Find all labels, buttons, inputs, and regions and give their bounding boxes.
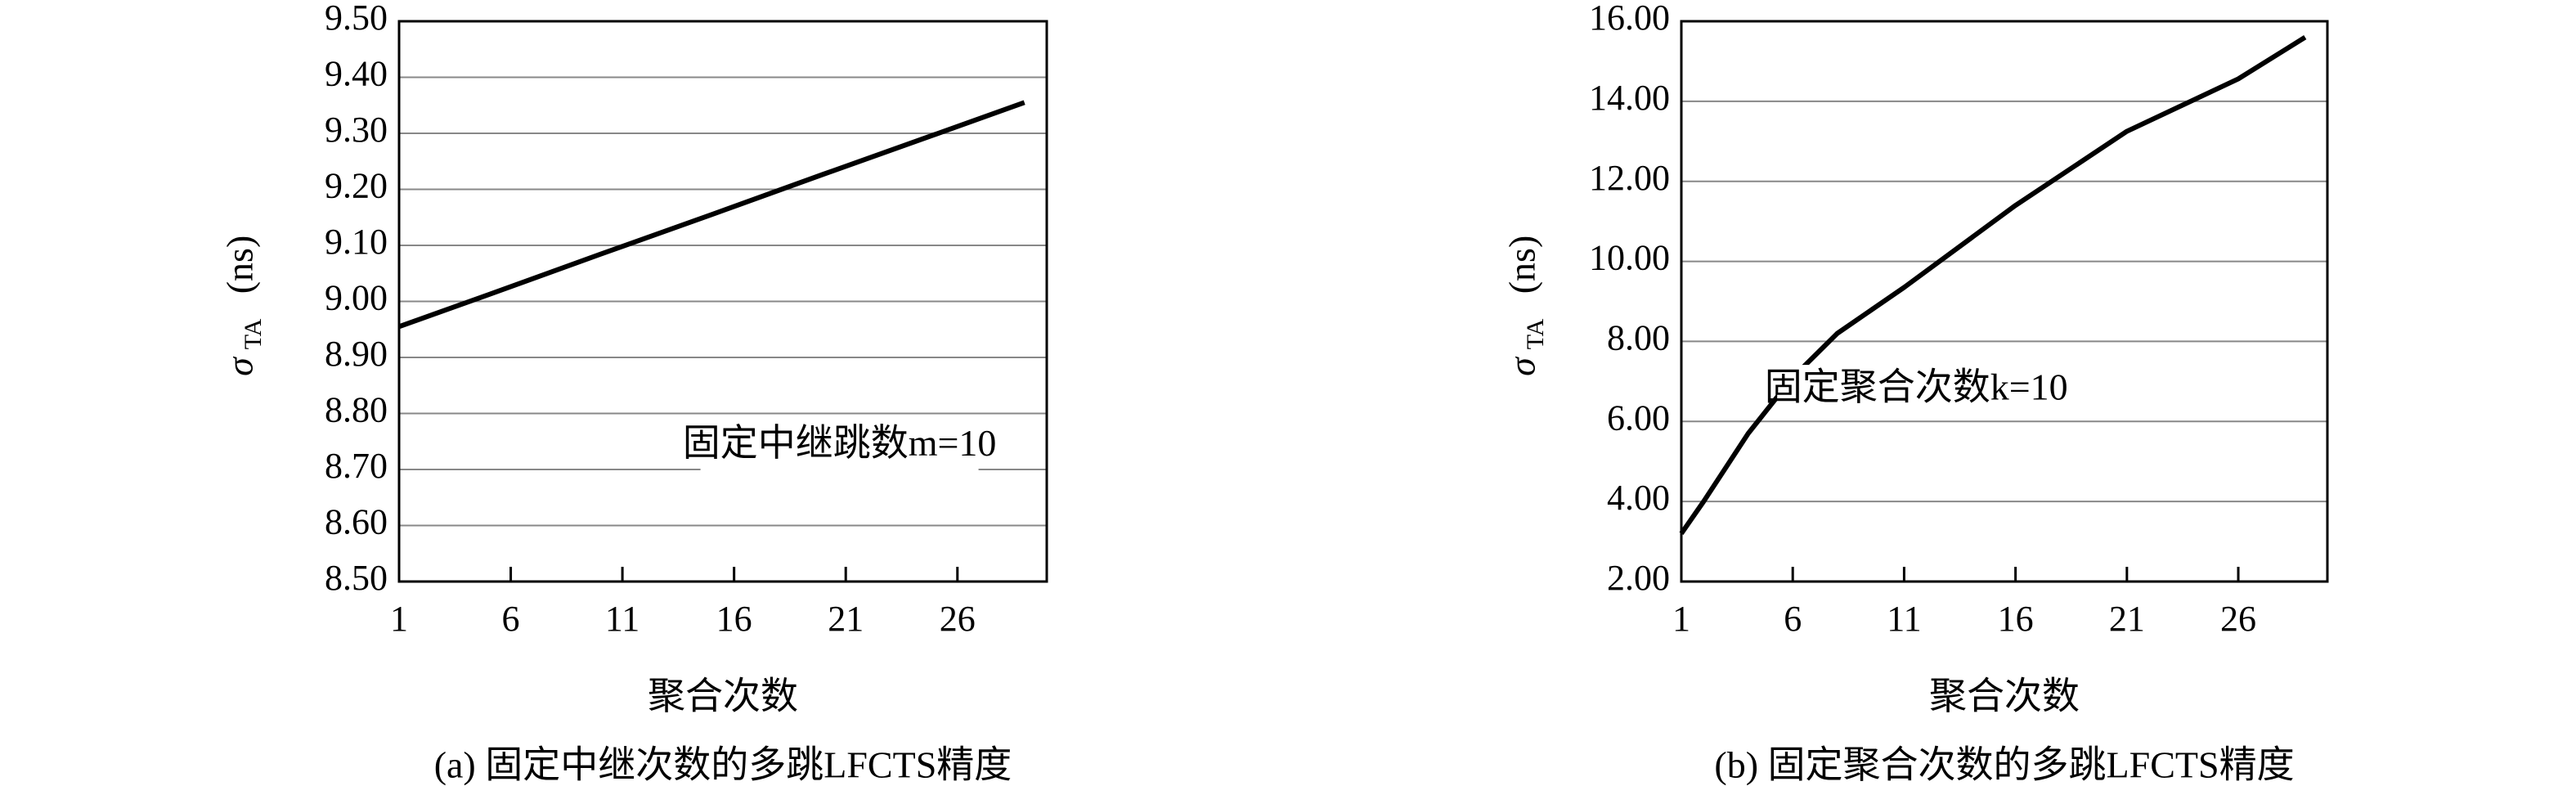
y-tick-label: 8.50 — [325, 558, 388, 598]
y-tick-label: 9.00 — [325, 278, 388, 318]
y-tick-label: 10.00 — [1589, 238, 1670, 278]
caption: (a) 固定中继次数的多跳LFCTS精度 — [434, 744, 1012, 786]
y-tick-label: 9.40 — [325, 54, 388, 94]
annotation: 固定中继跳数m=10 — [683, 422, 997, 464]
y-axis-label: σ TA (ns) — [219, 236, 267, 376]
y-tick-label: 4.00 — [1607, 478, 1670, 518]
y-tick-label: 8.90 — [325, 334, 388, 374]
y-tick-label: 14.00 — [1589, 78, 1670, 118]
x-tick-label: 11 — [605, 599, 640, 639]
y-label-unit: (ns) — [1501, 236, 1543, 294]
y-tick-label: 8.60 — [325, 502, 388, 542]
x-axis-label: 聚合次数 — [1929, 676, 2080, 717]
x-tick-label: 21 — [828, 599, 864, 639]
x-tick-label: 6 — [502, 599, 520, 639]
x-tick-label: 1 — [390, 599, 408, 639]
x-tick-label: 16 — [716, 599, 752, 639]
y-tick-label: 12.00 — [1589, 158, 1670, 198]
y-label-unit: (ns) — [219, 236, 261, 294]
annotation: 固定聚合次数k=10 — [1765, 366, 2068, 408]
y-axis-label: σ TA (ns) — [1501, 236, 1549, 376]
x-tick-label: 6 — [1784, 599, 1802, 639]
x-tick-label: 1 — [1672, 599, 1690, 639]
y-tick-label: 8.70 — [325, 446, 388, 486]
x-axis-label: 聚合次数 — [648, 676, 798, 717]
data-line — [397, 100, 1025, 330]
y-label-subscript: TA — [240, 318, 267, 349]
y-tick-label: 8.00 — [1607, 318, 1670, 358]
y-tick-label: 6.00 — [1607, 398, 1670, 438]
x-tick-label: 16 — [1998, 599, 2034, 639]
y-tick-label: 9.50 — [325, 0, 388, 38]
data-line — [1679, 35, 2307, 535]
x-tick-label: 11 — [1887, 599, 1921, 639]
y-label-symbol: σ — [1501, 356, 1543, 376]
annotation-bg — [700, 420, 979, 474]
y-tick-label: 8.80 — [325, 390, 388, 430]
y-label-subscript: TA — [1522, 318, 1549, 349]
y-tick-label: 2.00 — [1607, 558, 1670, 598]
plot-frame — [1680, 20, 2329, 583]
caption: (b) 固定聚合次数的多跳LFCTS精度 — [1714, 744, 2294, 786]
y-tick-label: 16.00 — [1589, 0, 1670, 38]
x-tick-label: 26 — [940, 599, 976, 639]
plot-frame — [397, 20, 1048, 583]
annotation-bg — [1777, 365, 2056, 418]
y-tick-label: 9.20 — [325, 166, 388, 206]
y-tick-label: 9.10 — [325, 222, 388, 262]
y-label-symbol: σ — [219, 356, 261, 376]
y-tick-label: 9.30 — [325, 110, 388, 150]
x-tick-label: 26 — [2220, 599, 2256, 639]
x-tick-label: 21 — [2109, 599, 2145, 639]
